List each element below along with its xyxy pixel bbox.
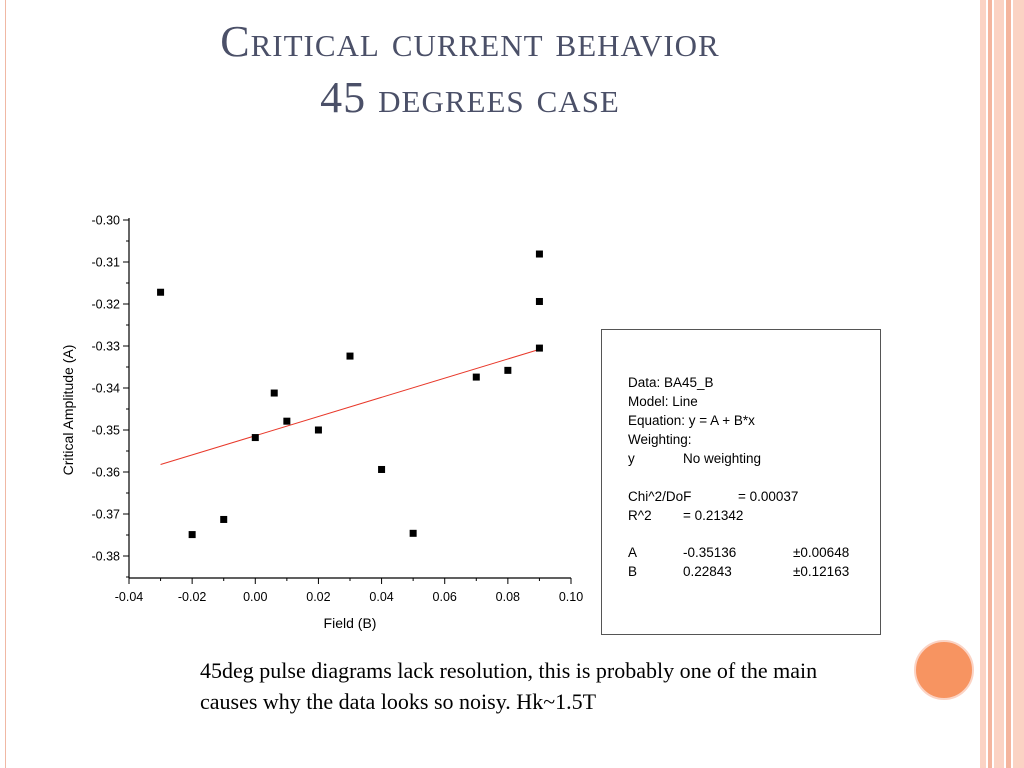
data-point (270, 389, 278, 397)
y-tick-label: -0.31 (92, 256, 121, 270)
data-point (472, 373, 480, 381)
stats-param-a: A (628, 545, 638, 560)
stats-weighting: Weighting: (628, 432, 692, 447)
decorative-stripe (994, 0, 1004, 768)
stats-chi-label: Chi^2/DoF (628, 489, 692, 504)
stats-model: Model: Line (628, 394, 698, 409)
decorative-circle (914, 640, 974, 700)
data-point (535, 297, 543, 305)
stats-param-b: B (628, 564, 638, 579)
decorative-stripes (980, 0, 1024, 768)
slide-caption: 45deg pulse diagrams lack resolution, th… (200, 658, 818, 714)
decorative-stripe (988, 0, 992, 768)
fit-statistics-box: Data: BA45_B Model: Line Equation: y = A… (601, 329, 881, 635)
y-tick-label: -0.30 (92, 214, 121, 228)
decorative-stripe (980, 0, 986, 768)
x-tick-label: 0.08 (496, 590, 520, 604)
stats-equation: Equation: y = A + B*x (628, 413, 755, 428)
x-tick-label: 0.00 (243, 590, 267, 604)
stats-param-a-value: -0.35136 (683, 545, 737, 560)
stats-param-b-value: 0.22843 (683, 564, 732, 579)
stats-r2-value: = 0.21342 (683, 508, 744, 523)
stats-weight-y: y (628, 451, 635, 466)
data-point (220, 515, 228, 523)
y-tick-label: -0.34 (92, 382, 121, 396)
x-tick-label: -0.02 (178, 590, 207, 604)
stats-chi-value: = 0.00037 (738, 489, 799, 504)
data-point (504, 366, 512, 374)
x-tick-label: 0.04 (369, 590, 393, 604)
data-points (157, 250, 543, 539)
x-tick-label: 0.10 (559, 590, 583, 604)
decorative-stripe (1006, 0, 1011, 768)
stats-param-b-error: ±0.12163 (793, 564, 850, 579)
left-frame-border (0, 0, 6, 768)
y-tick-label: -0.36 (92, 466, 121, 480)
title-line-1: Critical current behavior (220, 17, 720, 66)
slide-title: Critical current behavior 45 degrees cas… (0, 14, 940, 126)
y-axis-ticks: -0.30 -0.31 -0.32 -0.33 -0.34 -0.35 -0.36 -0.37… (92, 214, 129, 578)
data-point (378, 465, 386, 473)
x-tick-label: 0.06 (433, 590, 457, 604)
title-line-2: 45 degrees case (320, 73, 620, 122)
decorative-stripe (1013, 0, 1024, 768)
y-tick-label: -0.35 (92, 424, 121, 438)
data-point (409, 529, 417, 537)
data-point (346, 352, 354, 360)
y-tick-label: -0.38 (92, 550, 121, 564)
y-tick-label: -0.37 (92, 508, 121, 522)
y-tick-label: -0.32 (92, 298, 121, 312)
stats-r2-label: R^2 (628, 508, 652, 523)
fit-line (160, 348, 540, 465)
data-point (535, 344, 543, 352)
x-tick-label: 0.02 (306, 590, 330, 604)
data-point (157, 288, 165, 296)
stats-data: Data: BA45_B (628, 375, 714, 390)
data-point (535, 250, 543, 258)
data-point (283, 417, 291, 425)
y-tick-label: -0.33 (92, 340, 121, 354)
x-axis-ticks: -0.04 -0.02 0.00 0.02 0.04 0.06 0.08 0.10 (115, 578, 583, 604)
stats-weight-value: No weighting (683, 451, 762, 466)
y-axis-label: Critical Amplitude (A) (60, 345, 76, 476)
x-axis-label: Field (B) (324, 615, 377, 631)
data-point (251, 434, 259, 442)
data-point (314, 426, 322, 434)
x-tick-label: -0.04 (115, 590, 144, 604)
data-point (188, 531, 196, 539)
stats-param-a-error: ±0.00648 (793, 545, 850, 560)
